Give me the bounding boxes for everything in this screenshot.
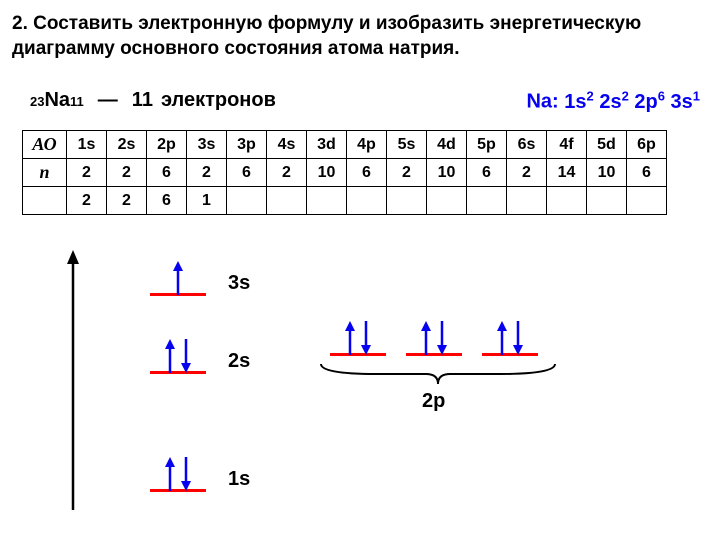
dash: — bbox=[98, 89, 118, 112]
level-label: 1s bbox=[228, 468, 250, 491]
table-cell: 6 bbox=[627, 159, 667, 187]
level-3s bbox=[150, 268, 226, 296]
table-cell: 1s bbox=[67, 131, 107, 159]
table-cell: 10 bbox=[307, 159, 347, 187]
spin-down-icon bbox=[360, 321, 372, 355]
table-cell: 2s bbox=[107, 131, 147, 159]
table-cell: 4s bbox=[267, 131, 307, 159]
table-cell: 4f bbox=[547, 131, 587, 159]
table-cell: 4d bbox=[427, 131, 467, 159]
table-cell: 6s bbox=[507, 131, 547, 159]
spin-down-icon bbox=[180, 339, 192, 373]
energy-diagram: 3s 2s 1s 2p bbox=[30, 250, 700, 530]
table-cell: 6 bbox=[467, 159, 507, 187]
table-cell: 5p bbox=[467, 131, 507, 159]
table-row: 2261 bbox=[23, 187, 667, 215]
table-cell: 2 bbox=[507, 159, 547, 187]
brace-icon bbox=[316, 362, 566, 390]
level-label: 2s bbox=[228, 350, 250, 373]
table-cell: 5d bbox=[587, 131, 627, 159]
spin-up-icon bbox=[344, 321, 356, 355]
spin-up-icon bbox=[496, 321, 508, 355]
table-cell bbox=[547, 187, 587, 215]
table-cell: 3p bbox=[227, 131, 267, 159]
table-cell bbox=[587, 187, 627, 215]
table-cell: 2 bbox=[387, 159, 427, 187]
table-cell: 2p bbox=[147, 131, 187, 159]
mass-number: 23 bbox=[30, 94, 44, 109]
spin-down-icon bbox=[180, 457, 192, 491]
table-cell: 10 bbox=[427, 159, 467, 187]
table-cell: n bbox=[23, 159, 67, 187]
level-2p bbox=[330, 328, 558, 356]
table-cell: 3s bbox=[187, 131, 227, 159]
table-cell: 2 bbox=[107, 187, 147, 215]
task-body: Составить электронную формулу и изобрази… bbox=[12, 13, 641, 59]
orbital-box bbox=[482, 328, 538, 356]
table-cell: 6 bbox=[347, 159, 387, 187]
level-1s bbox=[150, 464, 226, 492]
orbital-box bbox=[406, 328, 462, 356]
brace-label: 2p bbox=[422, 390, 445, 413]
orbital-box bbox=[150, 464, 206, 492]
table-cell: 2 bbox=[67, 187, 107, 215]
table-cell bbox=[627, 187, 667, 215]
table-cell: 6 bbox=[147, 159, 187, 187]
table-cell: 4p bbox=[347, 131, 387, 159]
spin-up-icon bbox=[420, 321, 432, 355]
spin-down-icon bbox=[512, 321, 524, 355]
orbital-box bbox=[150, 268, 206, 296]
spin-down-icon bbox=[436, 321, 448, 355]
table-cell: 10 bbox=[587, 159, 627, 187]
isotope-row: 23 Na 11 — 11 электронов Na: 1s2 2s2 2p6… bbox=[30, 88, 700, 114]
table-cell bbox=[427, 187, 467, 215]
spin-up-icon bbox=[172, 261, 184, 295]
table-cell bbox=[267, 187, 307, 215]
spin-up-icon bbox=[164, 457, 176, 491]
orbital-table: АО1s2s2p3s3p4s3d4p5s4d5p6s4f5d6pn2262621… bbox=[22, 130, 667, 215]
formula-config: 1s2 2s2 2p6 3s1 bbox=[564, 91, 700, 113]
table-row: n2262621062106214106 bbox=[23, 159, 667, 187]
table-cell: 6 bbox=[227, 159, 267, 187]
task-text: 2. Составить электронную формулу и изобр… bbox=[12, 12, 708, 61]
electron-formula: Na: 1s2 2s2 2p6 3s1 bbox=[526, 88, 700, 114]
table-cell bbox=[23, 187, 67, 215]
task-number: 2. bbox=[12, 13, 28, 34]
table-cell: 3d bbox=[307, 131, 347, 159]
table-cell: 2 bbox=[187, 159, 227, 187]
table-cell: 2 bbox=[107, 159, 147, 187]
table-cell: 6p bbox=[627, 131, 667, 159]
table-cell bbox=[467, 187, 507, 215]
formula-element: Na: bbox=[526, 91, 558, 113]
table-cell bbox=[347, 187, 387, 215]
table-cell bbox=[387, 187, 427, 215]
table-cell: 6 bbox=[147, 187, 187, 215]
orbital-box bbox=[330, 328, 386, 356]
table-cell: 2 bbox=[267, 159, 307, 187]
table-cell: АО bbox=[23, 131, 67, 159]
table-cell bbox=[307, 187, 347, 215]
isotope: 23 Na 11 bbox=[30, 89, 84, 112]
electron-count: 11 bbox=[132, 89, 153, 112]
table-cell bbox=[227, 187, 267, 215]
table-cell: 1 bbox=[187, 187, 227, 215]
orbital-box bbox=[150, 346, 206, 374]
element-symbol: Na bbox=[44, 89, 70, 112]
energy-axis-icon bbox=[60, 250, 86, 510]
table-cell: 2 bbox=[67, 159, 107, 187]
electron-word: электронов bbox=[161, 89, 276, 112]
table-row: АО1s2s2p3s3p4s3d4p5s4d5p6s4f5d6p bbox=[23, 131, 667, 159]
table-cell bbox=[507, 187, 547, 215]
level-label: 3s bbox=[228, 272, 250, 295]
table-cell: 5s bbox=[387, 131, 427, 159]
atomic-number: 11 bbox=[70, 94, 84, 109]
level-2s bbox=[150, 346, 226, 374]
table-cell: 14 bbox=[547, 159, 587, 187]
spin-up-icon bbox=[164, 339, 176, 373]
